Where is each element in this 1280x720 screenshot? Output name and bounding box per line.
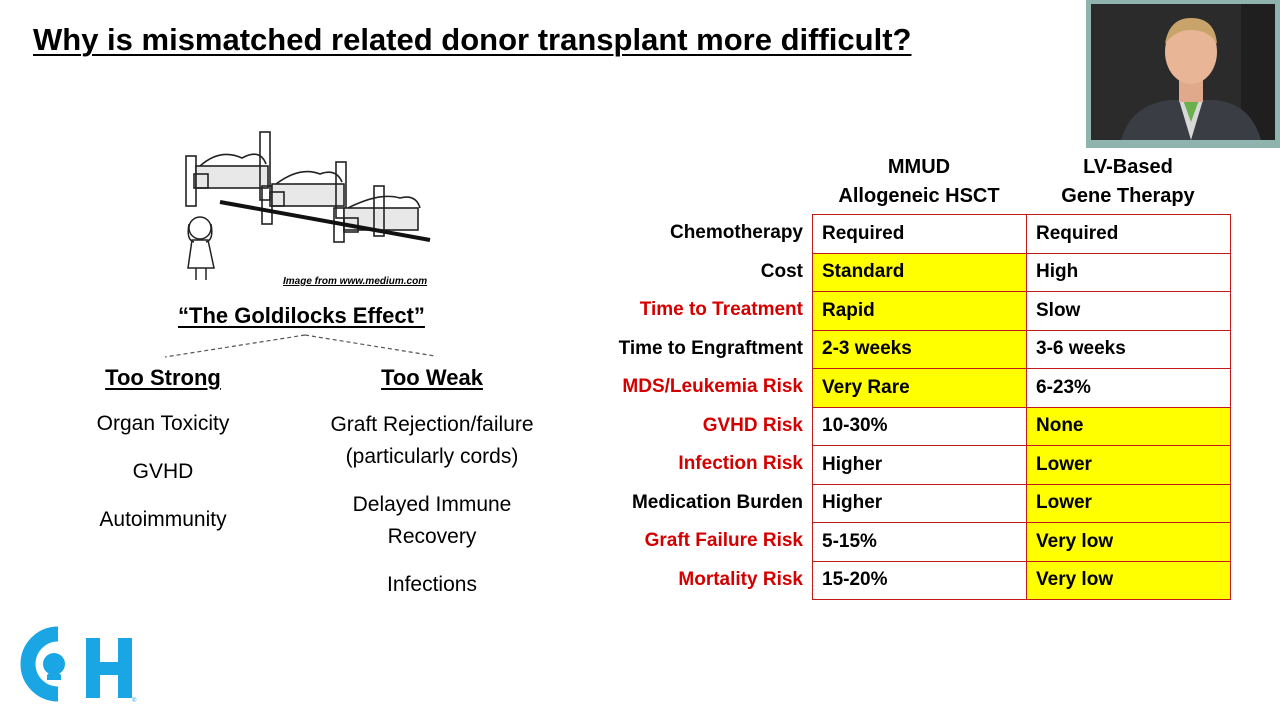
too-strong-heading: Too Strong [105, 365, 221, 390]
too-weak-item: Infections [387, 573, 477, 596]
svg-text:®: ® [132, 697, 137, 704]
gene-therapy-cell: High [1026, 252, 1231, 292]
mmud-cell: 5-15% [812, 522, 1027, 562]
gene-therapy-cell: Lower [1026, 445, 1231, 485]
row-label: MDS/Leukemia Risk [622, 376, 803, 397]
row-label: Medication Burden [631, 491, 803, 513]
gene-therapy-cell: Very low [1026, 522, 1231, 562]
row-label: GVHD Risk [702, 414, 803, 436]
gene-therapy-cell: Slow [1026, 291, 1231, 331]
row-label: Time to Engraftment [618, 337, 803, 359]
too-weak-item: Graft Rejection/failure [330, 413, 534, 436]
gene-therapy-cell: Very low [1026, 560, 1231, 600]
row-label: Infection Risk [678, 453, 803, 474]
too-strong-item: Autoimmunity [99, 508, 227, 531]
speaker-video [1086, 0, 1280, 148]
table-row: 15-20% Very low [812, 560, 1231, 600]
speaker-video-frame [1091, 4, 1275, 140]
table-row: 10-30% None [812, 406, 1231, 446]
mmud-cell: Very Rare [812, 368, 1027, 408]
too-strong-item: GVHD [132, 460, 194, 483]
mmud-cell: Rapid [812, 291, 1027, 331]
mmud-cell: 15-20% [812, 560, 1027, 600]
branch-dashed-lines [164, 334, 436, 358]
row-label: Graft Failure Risk [644, 530, 803, 551]
table-row: Higher Lower [812, 483, 1231, 523]
table-row: Required Required [812, 214, 1231, 254]
table-row: 2-3 weeks 3-6 weeks [812, 329, 1231, 369]
too-weak-heading: Too Weak [381, 365, 483, 390]
comparison-table: Required Required Standard High Rapid Slow 2-3… [812, 214, 1231, 600]
table-row: Rapid Slow [812, 291, 1231, 331]
mmud-cell: Higher [812, 445, 1027, 485]
mmud-cell: Higher [812, 483, 1027, 523]
column-header-line: Gene Therapy [1061, 185, 1195, 207]
row-label: Chemotherapy [669, 222, 803, 243]
column-header-line: MMUD [887, 156, 951, 178]
gene-therapy-cell: Required [1026, 214, 1231, 254]
table-row: Higher Lower [812, 445, 1231, 485]
goldilocks-effect-label: “The Goldilocks Effect” [178, 303, 425, 328]
row-label: Mortality Risk [678, 568, 803, 590]
gene-therapy-cell: Lower [1026, 483, 1231, 523]
table-row: 5-15% Very low [812, 522, 1231, 562]
column-header-mmud: MMUD Allogeneic HSCT [838, 153, 999, 211]
too-weak-item: (particularly cords) [345, 445, 519, 468]
goldilocks-beds-illustration [185, 131, 431, 280]
column-header-gene-therapy: LV-Based Gene Therapy [1061, 153, 1194, 211]
too-weak-item: Delayed Immune [352, 493, 512, 516]
column-header-line: LV-Based [1083, 156, 1173, 178]
slide-title: Why is mismatched related donor transpla… [33, 22, 912, 57]
mmud-cell: Required [812, 214, 1027, 254]
row-label: Time to Treatment [639, 299, 803, 320]
gene-therapy-cell: None [1026, 406, 1231, 446]
speaker-figure-icon [1091, 4, 1275, 140]
table-row: Standard High [812, 252, 1231, 292]
row-label: Cost [760, 260, 803, 282]
gene-therapy-cell: 6-23% [1026, 368, 1231, 408]
too-strong-item: Organ Toxicity [96, 412, 230, 435]
table-row: Very Rare 6-23% [812, 368, 1231, 408]
image-credit: Image from www.medium.com [283, 276, 428, 287]
mmud-cell: Standard [812, 252, 1027, 292]
column-header-line: Allogeneic HSCT [838, 185, 1000, 207]
too-weak-item: Recovery [387, 525, 477, 548]
gene-therapy-cell: 3-6 weeks [1026, 329, 1231, 369]
ch-hospital-logo-icon: ® [20, 626, 137, 704]
mmud-cell: 10-30% [812, 406, 1027, 446]
mmud-cell: 2-3 weeks [812, 329, 1027, 369]
